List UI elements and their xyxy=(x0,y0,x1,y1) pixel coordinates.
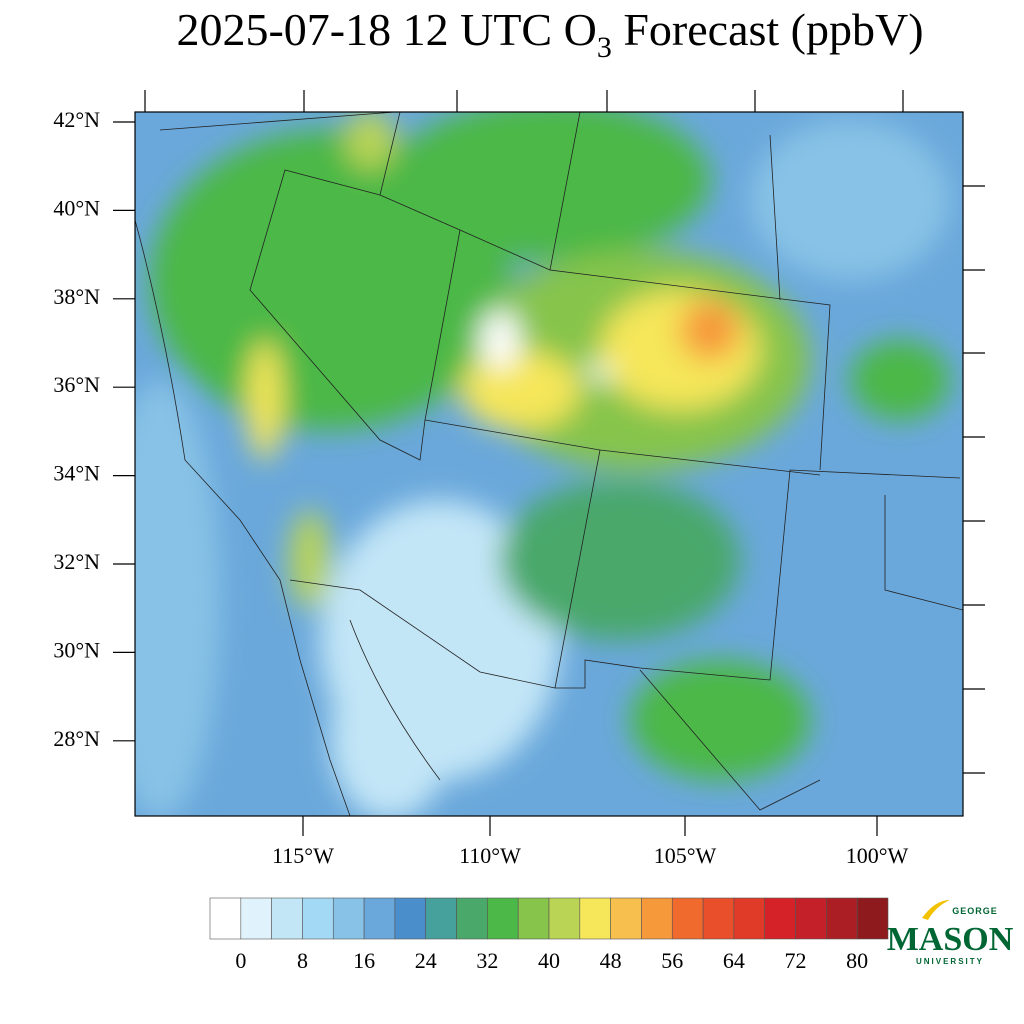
colorbar-box xyxy=(610,897,642,940)
colorbar-box xyxy=(209,897,242,940)
colorbar-box xyxy=(240,897,272,940)
lon-labels: 115°W 110°W 105°W 100°W xyxy=(272,843,908,868)
lat-label: 34°N xyxy=(53,461,100,486)
logo-main: MASON xyxy=(887,921,1014,958)
colorbar-box xyxy=(487,897,519,940)
logo: GEORGE MASON UNIVERSITY xyxy=(887,900,1014,966)
colorbar-box xyxy=(456,897,488,940)
colorbar-label: 48 xyxy=(600,948,622,973)
colorbar-label: 40 xyxy=(538,948,560,973)
colorbar-box xyxy=(795,897,827,940)
lat-labels: 42°N 40°N 38°N 36°N 34°N 32°N 30°N 28°N xyxy=(53,107,135,751)
colorbar-box xyxy=(425,897,457,940)
colorbar-label: 56 xyxy=(661,948,683,973)
colorbar-box xyxy=(671,897,704,940)
colorbar-box xyxy=(764,897,796,940)
colorbar-box xyxy=(332,897,365,940)
colorbar-label: 0 xyxy=(235,948,246,973)
colorbar-box xyxy=(548,897,581,940)
colorbar-label: 32 xyxy=(476,948,498,973)
title-rest: Forecast (ppbV) xyxy=(612,4,924,55)
title: 2025-07-18 12 UTC O3 Forecast (ppbV) xyxy=(176,4,923,64)
map-ticks xyxy=(144,90,985,836)
lat-label: 28°N xyxy=(53,726,100,751)
colorbar-label: 80 xyxy=(846,948,868,973)
logo-top: GEORGE xyxy=(952,906,998,916)
colorbar: 0 8 16 24 32 40 48 56 64 72 80 xyxy=(209,897,889,973)
colorbar-box xyxy=(826,897,858,940)
lat-label: 32°N xyxy=(53,549,100,574)
lon-label: 115°W xyxy=(272,843,334,868)
lat-label: 38°N xyxy=(53,284,100,309)
colorbar-box xyxy=(641,897,673,940)
lon-label: 105°W xyxy=(654,843,717,868)
colorbar-box xyxy=(702,897,735,940)
colorbar-label: 64 xyxy=(723,948,745,973)
colorbar-box xyxy=(856,897,889,940)
colorbar-box xyxy=(517,897,550,940)
colorbar-label: 16 xyxy=(353,948,375,973)
colorbar-box xyxy=(363,897,396,940)
map-frame xyxy=(134,111,964,817)
colorbar-box xyxy=(733,897,766,940)
lon-label: 100°W xyxy=(846,843,909,868)
colorbar-box xyxy=(394,897,427,940)
lat-label: 30°N xyxy=(53,637,100,662)
lat-label: 36°N xyxy=(53,372,100,397)
ozone-field xyxy=(135,112,963,816)
colorbar-box xyxy=(579,897,611,940)
colorbar-box xyxy=(271,897,303,940)
logo-bottom: UNIVERSITY xyxy=(916,957,984,966)
lat-label: 42°N xyxy=(53,107,100,132)
lat-label: 40°N xyxy=(53,195,100,220)
colorbar-label: 24 xyxy=(415,948,437,973)
lon-label: 110°W xyxy=(459,843,521,868)
title-subscript: 3 xyxy=(597,31,612,64)
colorbar-label: 72 xyxy=(785,948,807,973)
colorbar-box xyxy=(302,897,334,940)
colorbar-label: 8 xyxy=(297,948,308,973)
title-main: 2025-07-18 12 UTC O xyxy=(176,4,596,55)
